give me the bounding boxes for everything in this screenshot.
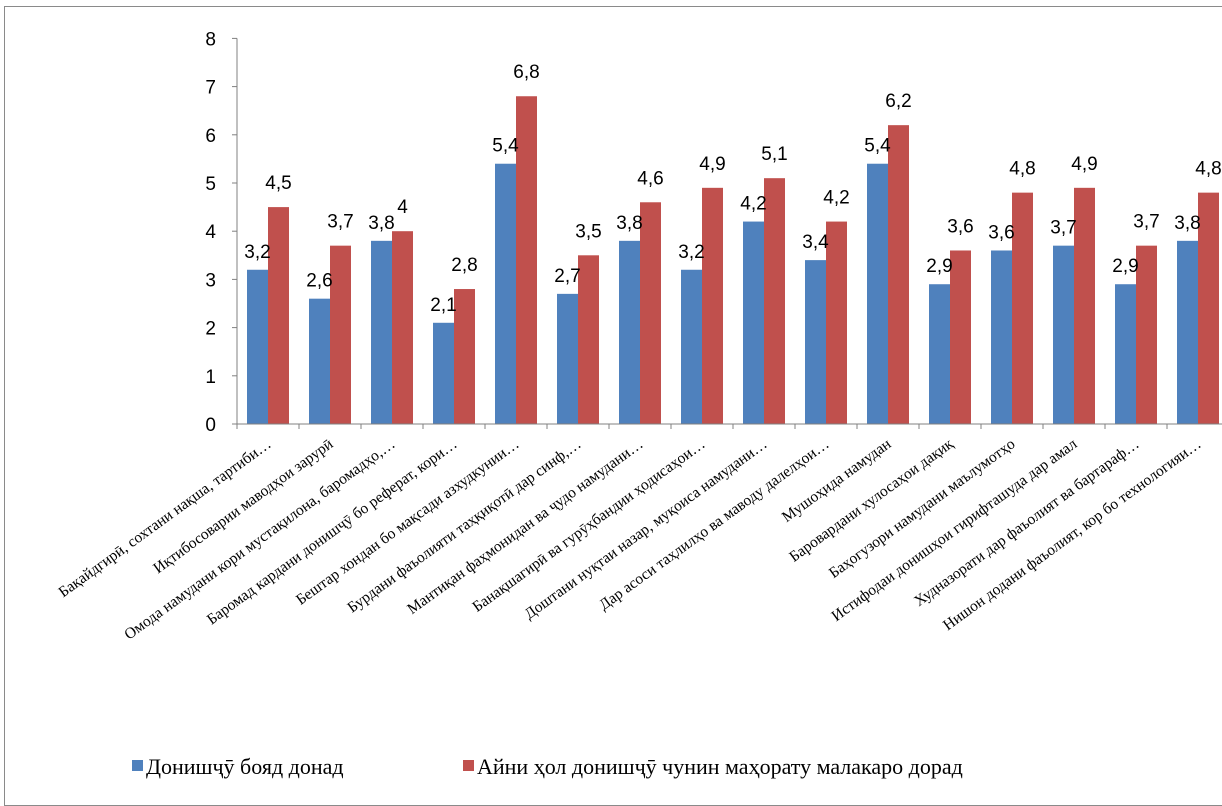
data-label: 6,8 — [513, 62, 539, 83]
bar-should-know — [991, 250, 1012, 424]
data-label: 3,5 — [575, 221, 601, 242]
data-label: 2,6 — [306, 271, 332, 292]
y-tick-label: 6 — [205, 126, 216, 147]
y-tick-label: 2 — [205, 319, 216, 340]
y-tick-label: 4 — [205, 222, 216, 243]
bar-should-know — [619, 240, 640, 424]
legend-label: Донишҷӯ бояд донад — [146, 754, 344, 779]
bar-should-know — [309, 298, 330, 424]
data-label: 3,2 — [678, 242, 704, 263]
x-category-label: Бештар хондан бо мақсади азхудкунии… — [293, 435, 522, 608]
bar-should-know — [929, 284, 950, 424]
bar-should-know — [1177, 240, 1198, 424]
data-label: 3,8 — [1174, 213, 1200, 234]
data-label: 3,8 — [616, 213, 642, 234]
data-label: 5,4 — [864, 136, 891, 157]
data-label: 3,2 — [244, 242, 270, 263]
data-label: 4,6 — [637, 168, 663, 189]
bars — [247, 96, 1219, 425]
bar-current-skills — [454, 289, 475, 424]
x-category-label: Дар асоси таҳлилҳо ва маводу далелҳои… — [596, 435, 832, 613]
y-tick-label: 5 — [205, 174, 216, 195]
data-label: 3,7 — [1050, 218, 1076, 239]
bar-current-skills — [1136, 245, 1157, 424]
data-label: 4,2 — [740, 194, 766, 215]
bar-current-skills — [826, 221, 847, 424]
legend: Донишҷӯ бояд донад Айни ҳол донишҷӯ чунин… — [132, 754, 963, 779]
y-tick-label: 0 — [205, 415, 216, 436]
data-label: 3,6 — [947, 216, 973, 237]
y-tick-label: 3 — [205, 270, 216, 291]
data-label: 3,6 — [988, 222, 1014, 243]
x-category-label: Мушоҳида намудан — [779, 435, 894, 525]
bar-should-know — [557, 293, 578, 424]
data-labels: 3,2 2,6 3,8 2,1 5,4 2,7 3,8 3,2 4,2 3,4 5,4 2,9 3,6 3… — [244, 62, 1221, 316]
bar-should-know — [743, 221, 764, 424]
data-label: 3,8 — [368, 213, 394, 234]
bar-should-know — [681, 269, 702, 424]
bar-current-skills — [1198, 192, 1219, 424]
bar-current-skills — [516, 96, 537, 425]
legend-swatch — [132, 760, 143, 771]
bar-current-skills — [640, 202, 661, 424]
x-category-label: Бақайдгирӣ, сохтани нақша, тартиби… — [56, 435, 275, 600]
bar-should-know — [1053, 245, 1074, 424]
data-label: 6,2 — [885, 91, 911, 112]
bar-should-know — [805, 260, 826, 424]
data-label: 3,7 — [327, 212, 353, 233]
data-label: 4,5 — [265, 173, 291, 194]
data-label: 2,9 — [926, 256, 952, 277]
legend-swatch — [463, 760, 474, 771]
bar-current-skills — [578, 255, 599, 424]
data-label: 5,1 — [761, 144, 787, 165]
bar-should-know — [247, 269, 268, 424]
y-tick-label: 8 — [205, 29, 216, 50]
x-category-label: Худназорати дар фаъолият ва бартараф… — [911, 435, 1142, 610]
y-tick-label: 7 — [205, 78, 216, 99]
data-label: 3,7 — [1133, 212, 1159, 233]
bar-current-skills — [268, 207, 289, 424]
bar-should-know — [371, 240, 392, 424]
bar-current-skills — [1074, 187, 1095, 424]
bar-current-skills — [950, 250, 971, 424]
bar-current-skills — [888, 125, 909, 424]
data-label: 4 — [397, 197, 408, 218]
data-label: 3,4 — [802, 232, 829, 253]
data-label: 2,1 — [430, 295, 456, 316]
y-tick-label: 1 — [205, 367, 216, 388]
data-label: 2,9 — [1112, 256, 1138, 277]
bar-current-skills — [392, 231, 413, 424]
data-label: 4,9 — [699, 154, 725, 175]
bar-should-know — [867, 163, 888, 424]
data-label: 2,7 — [554, 266, 580, 287]
bar-should-know — [495, 163, 516, 424]
data-label: 4,2 — [823, 188, 849, 209]
data-label: 2,8 — [451, 255, 477, 276]
bar-should-know — [433, 322, 454, 424]
bar-should-know — [1115, 284, 1136, 424]
data-label: 4,9 — [1071, 154, 1097, 175]
legend-label: Айни ҳол донишҷӯ чунин маҳорату малакаро… — [477, 754, 963, 779]
data-label: 5,4 — [492, 136, 519, 157]
x-category-label: Банақшагирӣ ва гурӯҳбандии ҳодисаҳои… — [469, 435, 708, 615]
bar-current-skills — [330, 245, 351, 424]
y-axis: 0 1 2 3 4 5 6 7 8 — [205, 29, 238, 436]
data-label: 4,8 — [1195, 159, 1221, 180]
bar-current-skills — [1012, 192, 1033, 424]
data-label: 4,8 — [1009, 159, 1035, 180]
bar-current-skills — [702, 187, 723, 424]
bar-current-skills — [764, 178, 785, 424]
x-axis: Бақайдгирӣ, сохтани нақша, тартиби…Иқтиб… — [56, 423, 1222, 643]
